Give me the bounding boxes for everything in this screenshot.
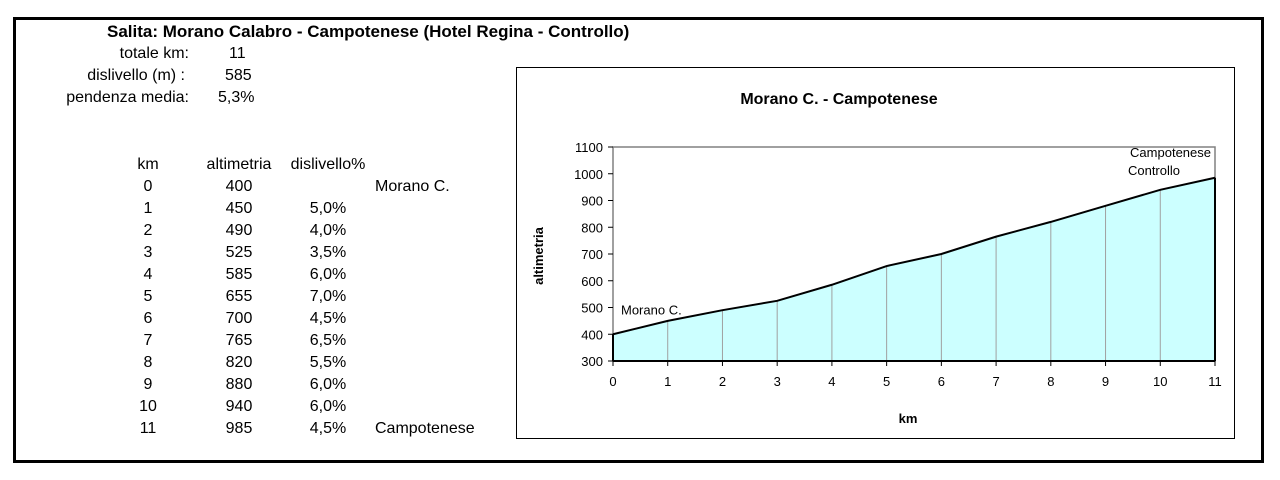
row-km: 4	[143, 266, 153, 283]
row-altimetria: 400	[225, 178, 253, 195]
row-location: Morano C.	[375, 178, 450, 195]
col-header-dislivello: dislivello%	[290, 156, 366, 173]
elevation-gain-value: 585	[225, 67, 252, 84]
chart-title: Morano C. - Campotenese	[740, 91, 937, 108]
row-altimetria: 700	[225, 310, 253, 327]
row-km: 11	[139, 420, 157, 437]
annotation-end: Campotenese	[1130, 145, 1211, 160]
row-km: 2	[143, 222, 153, 239]
x-tick-label: 2	[719, 374, 726, 389]
chart-panel: Morano C. - Campotenese 300 400 500 600 700 80…	[516, 67, 1235, 439]
row-dislivello: 5,5%	[309, 354, 347, 371]
average-gradient-label: pendenza media:	[66, 89, 189, 106]
row-location: Campotenese	[375, 420, 475, 437]
row-altimetria: 765	[225, 332, 253, 349]
row-km: 0	[143, 178, 153, 195]
x-tick-label: 10	[1153, 374, 1167, 389]
row-altimetria: 820	[225, 354, 253, 371]
row-dislivello: 4,5%	[309, 310, 347, 327]
row-km: 5	[143, 288, 153, 305]
y-tick-label: 500	[581, 301, 603, 316]
page-title: Salita: Morano Calabro - Campotenese (Ho…	[107, 22, 630, 41]
annotation-start: Morano C.	[621, 302, 682, 317]
x-tick-label: 1	[664, 374, 671, 389]
row-dislivello: 3,5%	[309, 244, 347, 261]
x-tick-label: 7	[992, 374, 999, 389]
row-km: 1	[143, 200, 153, 217]
row-dislivello: 6,0%	[309, 398, 347, 415]
y-tick-label: 700	[581, 247, 603, 262]
row-altimetria: 585	[225, 266, 253, 283]
x-tick-label: 9	[1102, 374, 1109, 389]
x-tick-label: 3	[774, 374, 781, 389]
x-tick-label: 8	[1047, 374, 1054, 389]
x-tick-label: 4	[828, 374, 835, 389]
y-tick-label: 300	[581, 354, 603, 369]
x-axis-label: km	[899, 411, 918, 426]
y-tick-label: 400	[581, 327, 603, 342]
row-altimetria: 940	[225, 398, 253, 415]
row-dislivello: 6,0%	[309, 376, 347, 393]
row-altimetria: 450	[225, 200, 253, 217]
y-axis-label: altimetria	[531, 226, 546, 285]
average-gradient-value: 5,3%	[218, 89, 255, 106]
y-tick-label: 1000	[574, 167, 603, 182]
row-dislivello: 4,0%	[309, 222, 347, 239]
y-tick-label: 900	[581, 194, 603, 209]
elevation-gain-label: dislivello (m) :	[87, 67, 185, 84]
row-km: 10	[139, 398, 157, 415]
annotation-end-line2: Controllo	[1128, 163, 1180, 178]
row-altimetria: 985	[225, 420, 253, 437]
row-km: 9	[143, 376, 153, 393]
row-dislivello: 7,0%	[309, 288, 347, 305]
elevation-line	[612, 176, 1216, 336]
row-altimetria: 880	[225, 376, 253, 393]
y-tick-label: 600	[581, 274, 603, 289]
row-dislivello: 6,0%	[309, 266, 347, 283]
x-tick-label: 11	[1208, 374, 1222, 389]
total-km-label: totale km:	[119, 45, 189, 62]
y-tick-label: 1100	[575, 140, 603, 155]
row-km: 3	[143, 244, 153, 261]
col-header-altimetria: altimetria	[206, 156, 272, 173]
outer-frame	[13, 17, 1264, 463]
elevation-chart: Morano C. - Campotenese30040050060070080…	[531, 91, 1222, 426]
row-dislivello: 4,5%	[309, 420, 347, 437]
row-altimetria: 490	[225, 222, 253, 239]
col-header-km: km	[137, 156, 159, 173]
x-tick-label: 6	[938, 374, 945, 389]
area-fill	[613, 177, 1215, 361]
x-tick-label: 5	[883, 374, 890, 389]
row-km: 6	[143, 310, 153, 327]
total-km-value: 11	[229, 45, 246, 62]
x-tick-label: 0	[609, 374, 616, 389]
row-altimetria: 525	[225, 244, 253, 261]
row-altimetria: 655	[225, 288, 253, 305]
row-dislivello: 5,0%	[309, 200, 347, 217]
row-km: 7	[143, 332, 153, 349]
y-tick-label: 800	[581, 220, 603, 235]
row-dislivello: 6,5%	[309, 332, 347, 349]
row-km: 8	[143, 354, 153, 371]
